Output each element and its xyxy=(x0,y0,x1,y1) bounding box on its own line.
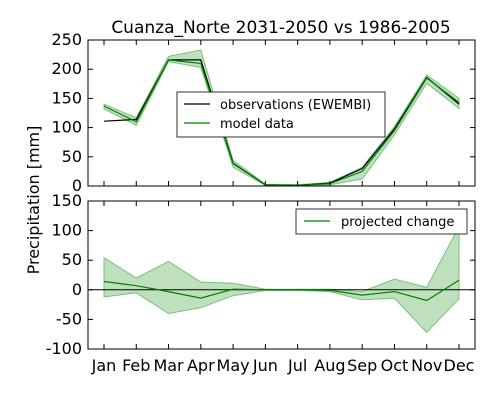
x-tick-label: Apr xyxy=(187,356,215,375)
legend-entry-label: observations (EWEMBI) xyxy=(220,98,371,113)
x-tick-label: Jan xyxy=(91,356,117,375)
y-tick-label: 150 xyxy=(51,88,82,107)
x-tick-label: Feb xyxy=(122,356,150,375)
x-tick-label: Jul xyxy=(287,356,307,375)
y-tick-label: 100 xyxy=(51,118,82,137)
y-tick-label: 0 xyxy=(72,280,82,299)
x-tick-label: Nov xyxy=(411,356,442,375)
y-axis-label: Precipitation [mm] xyxy=(24,126,43,275)
x-tick-label: Aug xyxy=(314,356,345,375)
x-tick-label: Dec xyxy=(444,356,475,375)
legend: observations (EWEMBI) model data xyxy=(176,91,386,138)
x-tick-label: Mar xyxy=(153,356,184,375)
chart-title: Cuanza_Norte 2031-2050 vs 1986-2005 xyxy=(111,18,450,38)
upper-panel: 0 50 100 150 200 250 observations (EWEMBI) mode… xyxy=(51,30,476,195)
y-tick-label: 250 xyxy=(51,30,82,49)
legend-entry-label: projected change xyxy=(341,215,454,230)
series-line-1-0 xyxy=(103,279,460,302)
lower-panel: -100 -50 0 50 100 150 Jan Feb Mar Apr May Jun Jul Aug… xyxy=(46,191,476,375)
x-tick-label: May xyxy=(217,356,250,375)
series-line-0-1 xyxy=(103,59,460,187)
y-tick-label: 50 xyxy=(62,147,82,166)
legend: projected change xyxy=(295,208,468,235)
legend-entry-label: model data xyxy=(220,117,294,132)
uncertainty-band-1-0 xyxy=(103,226,460,334)
y-tick-label: -50 xyxy=(56,309,82,328)
y-tick-label: 150 xyxy=(51,191,82,210)
x-tick-label: Oct xyxy=(381,356,409,375)
axes-frame xyxy=(87,39,476,187)
y-tick-label: -100 xyxy=(46,339,82,358)
uncertainty-band-0-1 xyxy=(103,49,460,187)
y-tick-label: 0 xyxy=(72,176,82,195)
y-tick-label: 200 xyxy=(51,59,82,78)
y-tick-label: 50 xyxy=(62,250,82,269)
x-tick-label: Jun xyxy=(252,356,278,375)
axes-frame xyxy=(87,200,476,350)
x-tick-label: Sep xyxy=(347,356,377,375)
y-tick-label: 100 xyxy=(51,221,82,240)
